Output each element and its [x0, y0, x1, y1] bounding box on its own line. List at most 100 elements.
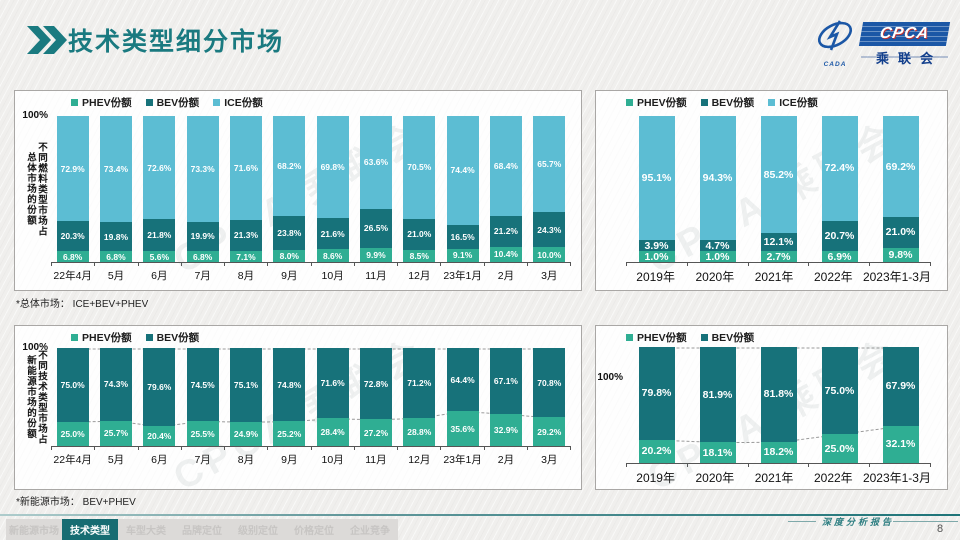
x-axis-line [626, 463, 931, 467]
chart-legend: PHEV份额 BEV份额 [71, 330, 213, 345]
value-label: 25.0% [824, 442, 855, 455]
segment-ICE份额: 72.4% [821, 116, 858, 221]
value-label: 18.2% [763, 446, 794, 459]
bar-5月: 6.8% 19.8% 73.4% [99, 116, 132, 262]
value-label: 72.9% [60, 163, 85, 174]
value-label: 6.8% [192, 251, 213, 262]
value-label: 24.3% [537, 224, 562, 235]
segment-BEV份额: 21.8% [143, 219, 176, 251]
axis-tick [809, 464, 871, 467]
segment-PHEV份额: 32.9% [489, 413, 522, 446]
value-label: 21.2% [493, 226, 518, 237]
axis-tick [182, 263, 225, 266]
segment-BEV份额: 20.7% [821, 220, 858, 251]
axis-tick [182, 447, 225, 450]
title-chevron-icon [27, 26, 67, 54]
y-axis-title-line: 不同技术类型市场占 [36, 349, 47, 445]
bar-cell: 20.4% 79.6% [138, 348, 181, 446]
footer-tab-1[interactable]: 技术类型 [62, 519, 118, 540]
value-label: 21.0% [885, 226, 916, 239]
legend-item: PHEV份额 [626, 330, 687, 345]
bar-10月: 28.4% 71.6% [316, 348, 349, 446]
value-label: 21.8% [147, 230, 172, 241]
axis-tick [749, 464, 810, 467]
x-label: 2021年 [754, 471, 794, 485]
footer-tab-2[interactable]: 车型大类 [126, 526, 166, 537]
legend-swatch-icon [71, 99, 78, 106]
value-label: 8.6% [322, 250, 343, 261]
x-label: 23年1月 [443, 270, 482, 282]
bar-cell: 1.0% 4.7% 94.3% [687, 116, 748, 263]
x-label: 11月 [365, 454, 387, 466]
segment-ICE份额: 69.2% [882, 116, 919, 218]
x-label: 7月 [194, 454, 211, 466]
bar-5月: 25.7% 74.3% [99, 348, 132, 446]
segment-ICE份额: 74.4% [446, 116, 479, 225]
axis-tick [528, 263, 571, 266]
segment-ICE份额: 69.8% [316, 116, 349, 218]
segment-BEV份额: 24.3% [533, 211, 566, 248]
value-label: 71.6% [233, 162, 259, 173]
segment-PHEV份额: 5.6% [143, 251, 176, 262]
value-label: 71.2% [407, 377, 432, 388]
value-label: 18.1% [702, 446, 733, 459]
chart-panel-nev-tech-monthly: PHEV份额 BEV份额 不同技术类型市场占 新能源市场的份额 100% 25.0% 75.… [14, 325, 582, 499]
y-axis-max-label: 100% [22, 110, 48, 121]
bar-2023年1-3月: 32.1% 67.9% [882, 347, 919, 463]
axis-tick [355, 447, 398, 450]
segment-BEV份额: 74.3% [99, 348, 132, 421]
value-label: 81.8% [763, 388, 794, 401]
axis-tick [398, 447, 442, 450]
x-label: 3月 [541, 270, 558, 282]
value-label: 10.4% [493, 249, 518, 260]
footer-rule-right [893, 521, 958, 522]
value-label: 16.5% [450, 231, 475, 242]
value-label: 28.4% [320, 427, 345, 438]
segment-PHEV份额: 18.2% [760, 441, 797, 463]
segment-ICE份额: 68.2% [273, 116, 306, 216]
value-label: 67.9% [885, 380, 916, 393]
footer-tab-0[interactable]: 新能源市场 [9, 526, 59, 537]
bar-cell: 18.1% 81.9% [687, 347, 748, 463]
segment-BEV份额: 72.8% [359, 348, 392, 420]
bar-22年4月: 6.8% 20.3% 72.9% [56, 116, 89, 262]
segment-ICE份额: 63.6% [359, 116, 392, 209]
bar-cell: 2.7% 12.1% 85.2% [748, 116, 809, 263]
legend-label: BEV份额 [156, 97, 200, 109]
bar-cell: 25.2% 74.8% [268, 348, 311, 446]
footer-tab-5[interactable]: 价格定位 [294, 526, 334, 537]
bar-2022年: 25.0% 75.0% [821, 347, 858, 463]
axis-tick [441, 263, 485, 266]
segment-ICE份额: 73.3% [186, 116, 219, 222]
bar-2021年: 2.7% 12.1% 85.2% [760, 116, 797, 263]
segment-ICE份额: 85.2% [760, 116, 797, 234]
y-axis-title-line: 总体市场的份额 [25, 152, 36, 226]
chart-legend: PHEV份额 BEV份额 ICE份额 [626, 95, 832, 110]
value-label: 63.6% [363, 157, 389, 168]
x-label: 2022年 [813, 471, 853, 485]
footer-tab-3[interactable]: 品牌定位 [182, 526, 222, 537]
legend-label: ICE份额 [224, 97, 263, 109]
axis-tick [51, 263, 96, 266]
value-label: 25.2% [277, 428, 302, 439]
x-axis-labels: 2019年 2020年 2021年 2022年 2023年1-3月 [626, 469, 931, 486]
legend-label: PHEV份额 [637, 332, 687, 344]
legend-label: BEV份额 [711, 97, 755, 109]
segment-PHEV份额: 28.4% [316, 418, 349, 446]
axis-tick [95, 447, 139, 450]
segment-PHEV份额: 6.8% [99, 251, 132, 262]
x-label: 2月 [497, 270, 515, 282]
legend-label: BEV份额 [156, 332, 200, 344]
value-label: 6.8% [62, 251, 83, 262]
legend-swatch-icon [768, 99, 776, 106]
legend-item: ICE份额 [213, 95, 263, 110]
x-label: 12月 [408, 454, 431, 466]
segment-BEV份额: 75.0% [821, 347, 858, 434]
plot-area: 20.2% 79.8% 18.1% 81.9% 18.2% 81.8% 25.0% 75.0%… [626, 347, 931, 463]
bar-2023年1-3月: 9.8% 21.0% 69.2% [882, 116, 919, 262]
segment-BEV份额: 19.8% [99, 222, 132, 251]
footer-tab-4[interactable]: 级别定位 [238, 526, 278, 537]
footer-tab-6[interactable]: 企业竞争 [350, 526, 390, 537]
legend-item: PHEV份额 [626, 95, 687, 110]
segment-PHEV份额: 25.0% [56, 421, 89, 446]
